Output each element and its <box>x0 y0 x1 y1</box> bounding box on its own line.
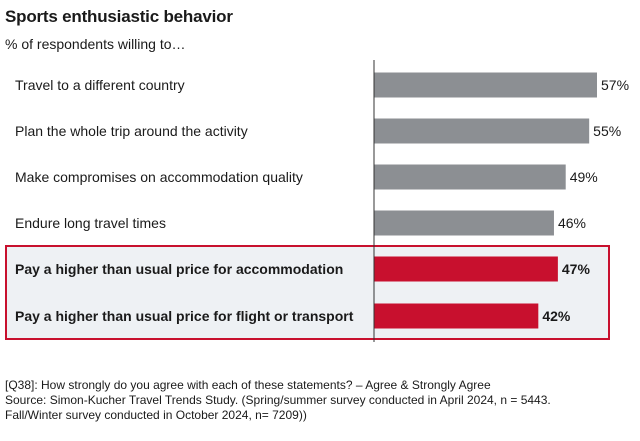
bar-chart: Travel to a different country 57% Plan the… <box>5 60 629 342</box>
bar <box>374 72 597 98</box>
chart-title: Sports enthusiastic behavior <box>5 7 233 26</box>
category-label: Make compromises on accommodation qualit… <box>15 169 303 185</box>
footnote-question: [Q38]: How strongly do you agree with ea… <box>5 378 491 392</box>
value-label: 42% <box>542 308 571 324</box>
bar <box>374 164 566 190</box>
bar <box>374 118 590 144</box>
footnote-source-line-2: Fall/Winter survey conducted in October … <box>5 408 307 422</box>
value-label: 47% <box>562 261 591 277</box>
value-label: 46% <box>558 215 586 231</box>
value-label: 57% <box>601 77 629 93</box>
footnote: [Q38]: How strongly do you agree with ea… <box>5 378 635 423</box>
bar <box>374 303 539 329</box>
value-label: 55% <box>593 123 621 139</box>
category-label: Pay a higher than usual price for accomm… <box>15 261 343 277</box>
bar <box>374 210 554 236</box>
category-label: Travel to a different country <box>15 77 185 93</box>
category-label: Endure long travel times <box>15 215 166 231</box>
category-label: Plan the whole trip around the activity <box>15 123 248 139</box>
value-label: 49% <box>570 169 598 185</box>
footnote-source-line-1: Source: Simon-Kucher Travel Trends Study… <box>5 393 551 407</box>
chart-subtitle: % of respondents willing to… <box>5 36 186 52</box>
bar <box>374 256 558 282</box>
category-label: Pay a higher than usual price for flight… <box>15 308 354 324</box>
